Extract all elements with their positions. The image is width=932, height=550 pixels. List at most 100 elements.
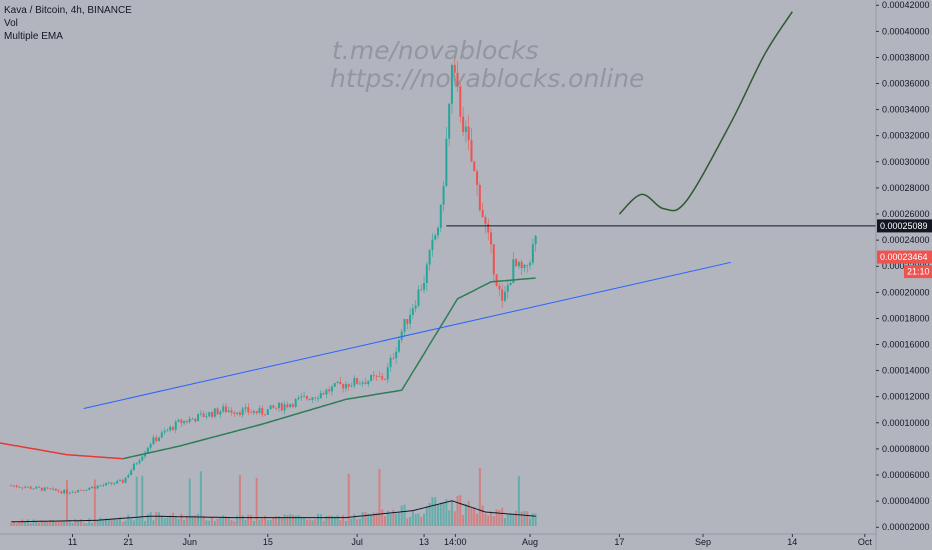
candle-body xyxy=(375,375,378,377)
volume-bar xyxy=(194,515,197,526)
volume-bar xyxy=(88,518,91,526)
volume-bar xyxy=(93,479,96,526)
symbol-title[interactable]: Kava / Bitcoin, 4h, BINANCE xyxy=(4,5,132,16)
volume-bar xyxy=(174,517,177,526)
volume-bar xyxy=(24,521,27,526)
volume-bar xyxy=(481,505,484,526)
candle-body xyxy=(506,285,509,292)
price-tick-label: 0.00014000 xyxy=(882,366,930,376)
volume-bar xyxy=(144,521,147,526)
volume-bar xyxy=(213,520,216,526)
candle-body xyxy=(160,432,163,438)
candle-body xyxy=(297,397,300,400)
candle-body xyxy=(77,489,80,493)
volume-bar xyxy=(381,509,384,526)
volume-bar xyxy=(308,519,311,526)
candle-body xyxy=(370,375,373,381)
volume-bar xyxy=(423,513,426,526)
volume-bar xyxy=(406,518,409,526)
volume-bar xyxy=(160,515,163,526)
volume-bar xyxy=(484,513,487,526)
volume-bar xyxy=(344,520,347,526)
time-tick-label: 14:00 xyxy=(444,537,467,547)
candle-body xyxy=(526,264,529,266)
chart-plot-area[interactable] xyxy=(0,11,876,526)
candle-body xyxy=(269,405,272,410)
volume-bar xyxy=(177,519,180,526)
volume-bar xyxy=(185,516,188,526)
volume-bar xyxy=(283,514,286,526)
volume-bar xyxy=(319,514,322,526)
price-tick-label: 0.00036000 xyxy=(882,79,930,89)
volume-bar xyxy=(52,519,55,526)
candle-body xyxy=(88,487,91,490)
ascending-trendline[interactable] xyxy=(83,261,732,409)
candle-body xyxy=(439,204,442,228)
volume-bar xyxy=(77,520,80,526)
volume-bar xyxy=(506,514,509,526)
volume-indicator-label[interactable]: Vol xyxy=(4,18,18,29)
volume-bar xyxy=(10,522,13,526)
volume-bar xyxy=(434,497,437,526)
candle-body xyxy=(322,393,325,395)
candle-body xyxy=(32,488,35,490)
time-tick-label: Jun xyxy=(182,537,197,547)
candle-body xyxy=(40,487,43,491)
volume-bar xyxy=(487,515,490,526)
volume-bar xyxy=(400,505,403,526)
volume-bar xyxy=(46,522,49,526)
candle-body xyxy=(339,381,342,385)
volume-bar xyxy=(339,520,342,526)
price-axis[interactable]: 0.00042000 0.00040000 0.00038000 0.00036000… xyxy=(875,0,930,550)
volume-bar xyxy=(520,511,523,526)
candle-body xyxy=(367,380,370,385)
volume-bar xyxy=(18,521,21,526)
volume-bars xyxy=(10,467,537,526)
volume-bar xyxy=(389,513,392,526)
time-tick-label: 14 xyxy=(787,537,797,547)
candle-body xyxy=(389,357,392,368)
candle-body xyxy=(336,381,339,384)
candle-body xyxy=(445,138,448,187)
time-tick-label: 17 xyxy=(614,537,624,547)
ema-indicator-label[interactable]: Multiple EMA xyxy=(4,31,63,42)
candle-body xyxy=(464,126,467,132)
ema-slow-line xyxy=(0,442,123,460)
candle-body xyxy=(325,389,328,395)
volume-bar xyxy=(79,519,82,526)
candle-body xyxy=(333,383,336,387)
price-tick-label: 0.00042000 xyxy=(882,0,930,10)
volume-bar xyxy=(116,519,119,526)
volume-bar xyxy=(356,519,359,526)
candle-body xyxy=(531,244,534,263)
candle-body xyxy=(15,485,18,487)
candle-body xyxy=(501,289,504,301)
current-price-text: 0.00023464 xyxy=(880,252,928,262)
candle-body xyxy=(211,412,214,417)
candle-body xyxy=(213,408,216,417)
candle-body xyxy=(21,487,24,489)
volume-bar xyxy=(85,523,88,526)
volume-bar xyxy=(476,513,479,526)
candle-body xyxy=(347,383,350,387)
volume-bar xyxy=(57,522,60,526)
price-tick-label: 0.00010000 xyxy=(882,418,930,428)
candle-body xyxy=(317,398,320,399)
time-tick-label: Jul xyxy=(351,537,363,547)
volume-bar xyxy=(375,512,378,526)
candle-body xyxy=(498,285,501,290)
volume-bar xyxy=(358,518,361,526)
candle-body xyxy=(356,378,359,384)
time-axis[interactable]: 11 21 Jun 15 Jul 13 14:00 Aug 17 Sep 14 Oct xyxy=(0,533,876,547)
candle-body xyxy=(529,262,532,266)
candle-body xyxy=(286,404,289,408)
candle-body xyxy=(163,431,166,433)
projection-curve[interactable] xyxy=(618,11,793,215)
level-price-tag xyxy=(877,219,932,233)
volume-bar xyxy=(135,476,138,526)
price-tick-label: 0.00030000 xyxy=(882,157,930,167)
volume-bar xyxy=(233,521,236,526)
candle-body xyxy=(135,463,138,465)
chart-legend: Kava / Bitcoin, 4h, BINANCE Vol Multiple… xyxy=(4,4,132,43)
